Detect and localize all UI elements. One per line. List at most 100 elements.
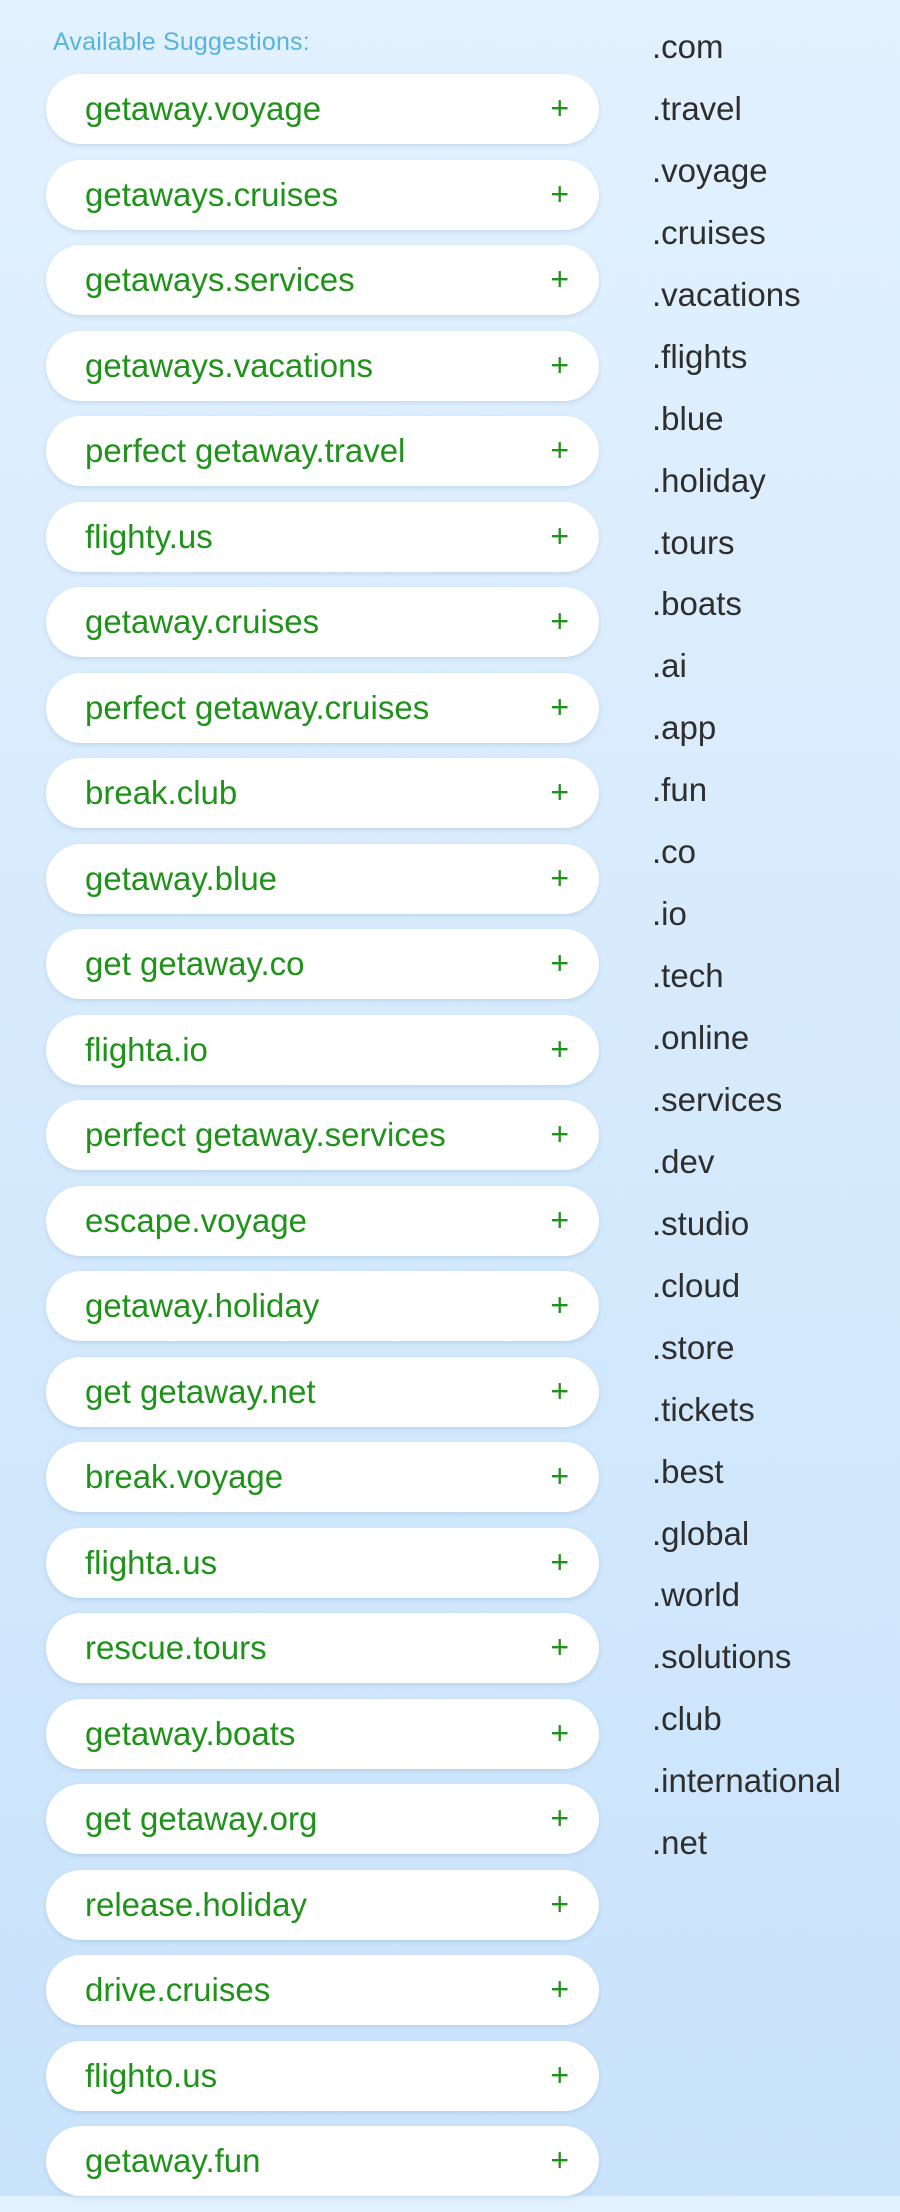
suggestion-item[interactable]: getaway.cruises +	[46, 587, 599, 657]
suggestion-item[interactable]: perfect getaway.cruises +	[46, 672, 599, 743]
add-suggestion-button[interactable]: +	[550, 859, 569, 896]
suggestion-item[interactable]: getaways.cruises +	[46, 159, 599, 230]
tld-option[interactable]: .co	[652, 833, 697, 871]
tld-option[interactable]: .holiday	[652, 461, 766, 499]
add-suggestion-button[interactable]: +	[550, 1201, 569, 1238]
suggestion-domain: break.voyage	[85, 1458, 284, 1495]
add-suggestion-button[interactable]: +	[550, 603, 569, 639]
tld-option[interactable]: .travel	[652, 89, 742, 127]
tld-option[interactable]: .cruises	[652, 213, 766, 251]
tld-option[interactable]: .online	[652, 1019, 750, 1056]
suggestion-domain: perfect getaway.services	[85, 1116, 446, 1153]
suggestion-item[interactable]: getaways.vacations +	[46, 330, 599, 401]
suggestion-domain: getaways.services	[85, 261, 355, 298]
add-suggestion-button[interactable]: +	[550, 1971, 569, 2007]
suggestion-domain: getaway.boats	[85, 1714, 296, 1752]
suggestion-item[interactable]: rescue.tours +	[46, 1613, 599, 1683]
add-suggestion-button[interactable]: +	[550, 688, 569, 725]
add-suggestion-button[interactable]: +	[550, 774, 569, 810]
add-suggestion-button[interactable]: +	[550, 1714, 569, 1751]
suggestion-item[interactable]: get getaway.org +	[46, 1784, 599, 1854]
tld-option[interactable]: .vacations	[652, 275, 801, 313]
suggestion-item[interactable]: getaway.blue +	[46, 843, 599, 914]
tld-option[interactable]: .global	[652, 1514, 750, 1552]
add-suggestion-button[interactable]: +	[550, 90, 569, 126]
suggestion-item[interactable]: getaway.boats +	[46, 1698, 599, 1769]
suggestion-item[interactable]: break.club +	[46, 758, 599, 828]
add-suggestion-button[interactable]: +	[550, 1030, 569, 1067]
suggestion-domain: getaway.fun	[85, 2142, 261, 2179]
suggestion-item[interactable]: break.voyage +	[46, 1442, 599, 1512]
tld-option[interactable]: .international	[652, 1762, 841, 1800]
add-suggestion-button[interactable]: +	[550, 1885, 569, 1922]
add-suggestion-button[interactable]: +	[550, 2142, 569, 2178]
tld-option[interactable]: .dev	[652, 1142, 715, 1180]
suggestion-domain: flighto.us	[85, 2056, 218, 2094]
tld-option[interactable]: .services	[652, 1080, 783, 1118]
suggestion-item[interactable]: getaway.fun +	[46, 2126, 599, 2196]
suggestion-domain: getaway.cruises	[85, 603, 320, 640]
add-suggestion-button[interactable]: +	[550, 1372, 569, 1409]
suggestion-item[interactable]: get getaway.co +	[46, 929, 599, 999]
suggestion-domain: getaway.holiday	[85, 1287, 320, 1324]
suggestion-item[interactable]: flighta.us +	[46, 1527, 599, 1598]
tld-option[interactable]: .flights	[652, 337, 748, 375]
add-suggestion-button[interactable]: +	[550, 1116, 569, 1152]
tld-option[interactable]: .best	[652, 1452, 724, 1490]
tld-option[interactable]: .cloud	[652, 1266, 741, 1304]
add-suggestion-button[interactable]: +	[550, 1629, 569, 1665]
suggestion-item[interactable]: get getaway.net +	[46, 1356, 599, 1427]
tld-option[interactable]: .tech	[652, 957, 724, 995]
suggestion-item[interactable]: flighty.us +	[46, 501, 599, 572]
suggestion-domain: getaway.voyage	[85, 90, 322, 127]
suggestion-domain: get getaway.org	[85, 1800, 318, 1837]
add-suggestion-button[interactable]: +	[550, 432, 569, 468]
suggestion-item[interactable]: getaways.services +	[46, 245, 599, 315]
suggestion-domain: rescue.tours	[85, 1629, 267, 1666]
tld-option[interactable]: .tours	[652, 523, 735, 561]
tld-option[interactable]: .boats	[652, 585, 742, 623]
tld-option[interactable]: .voyage	[652, 151, 768, 189]
suggestion-item[interactable]: drive.cruises +	[46, 1955, 599, 2025]
suggestion-domain: getaway.blue	[85, 859, 278, 897]
suggestion-item[interactable]: release.holiday +	[46, 1869, 599, 1940]
add-suggestion-button[interactable]: +	[550, 1458, 569, 1494]
add-suggestion-button[interactable]: +	[550, 346, 569, 383]
suggestion-item[interactable]: flighta.io +	[46, 1014, 599, 1085]
add-suggestion-button[interactable]: +	[550, 2056, 569, 2093]
tld-option[interactable]: .solutions	[652, 1638, 792, 1676]
add-suggestion-button[interactable]: +	[550, 1287, 569, 1323]
tld-option[interactable]: .net	[652, 1824, 708, 1862]
tld-option[interactable]: .fun	[652, 771, 708, 809]
suggestion-item[interactable]: perfect getaway.services +	[46, 1100, 599, 1170]
suggestion-domain: get getaway.co	[85, 945, 305, 982]
tld-option[interactable]: .ai	[652, 647, 687, 685]
tld-option[interactable]: .studio	[652, 1204, 750, 1242]
add-suggestion-button[interactable]: +	[550, 261, 569, 297]
add-suggestion-button[interactable]: +	[550, 1800, 569, 1836]
available-suggestions-heading: Available Suggestions:	[53, 28, 310, 56]
add-suggestion-button[interactable]: +	[550, 517, 569, 554]
suggestion-domain: escape.voyage	[85, 1201, 307, 1239]
suggestion-item[interactable]: escape.voyage +	[46, 1185, 599, 1256]
tld-option[interactable]: .club	[652, 1700, 722, 1738]
suggestion-item[interactable]: getaway.holiday +	[46, 1271, 599, 1341]
suggestion-domain: flighta.us	[85, 1543, 218, 1581]
tld-option[interactable]: .app	[652, 709, 717, 747]
tld-option[interactable]: .store	[652, 1328, 735, 1366]
suggestion-item[interactable]: getaway.voyage +	[46, 74, 599, 144]
tld-option[interactable]: .io	[652, 895, 687, 933]
suggestion-item[interactable]: perfect getaway.travel +	[46, 416, 599, 486]
suggestion-item[interactable]: flighto.us +	[46, 2040, 599, 2111]
tld-option[interactable]: .blue	[652, 399, 724, 437]
suggestion-domain: flighta.io	[85, 1030, 208, 1068]
suggestion-domain: release.holiday	[85, 1885, 307, 1923]
suggestion-domain: getaways.cruises	[85, 175, 339, 213]
add-suggestion-button[interactable]: +	[550, 175, 569, 212]
add-suggestion-button[interactable]: +	[550, 945, 569, 981]
tld-option[interactable]: .com	[652, 28, 724, 65]
tld-option[interactable]: .tickets	[652, 1390, 755, 1428]
suggestion-list: getaway.voyage + getaways.cruises + getaways…	[46, 74, 599, 2212]
tld-option[interactable]: .world	[652, 1576, 741, 1614]
add-suggestion-button[interactable]: +	[550, 1543, 569, 1580]
